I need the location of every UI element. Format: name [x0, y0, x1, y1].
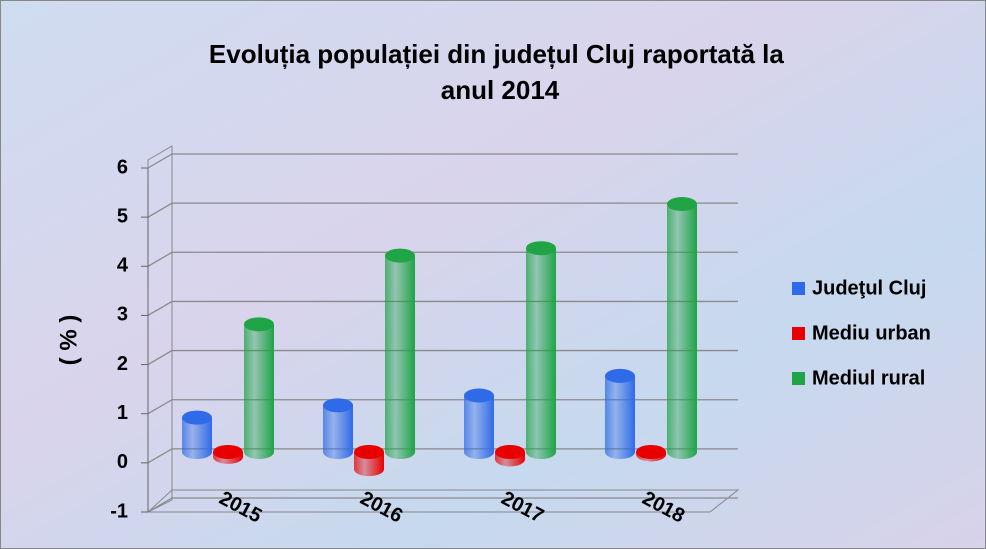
title-line: anul 2014	[441, 75, 560, 105]
bar-body	[667, 204, 697, 459]
legend-swatch	[792, 372, 805, 385]
bar-body	[323, 405, 353, 459]
bar	[244, 317, 274, 459]
y-tick-label: -1	[110, 500, 128, 522]
y-tick-label: 2	[117, 353, 128, 375]
bar-top	[244, 317, 274, 332]
y-tick-label: 5	[117, 205, 128, 227]
y-axis-label: ( % )	[55, 315, 82, 366]
bar-top	[323, 398, 353, 413]
legend-label: Mediul rural	[812, 367, 925, 389]
bar	[495, 445, 525, 467]
bar	[526, 241, 556, 459]
bar-top	[605, 368, 635, 383]
bar-body	[244, 324, 274, 459]
bar-body	[464, 395, 494, 459]
bar	[636, 445, 666, 462]
bar	[182, 410, 212, 459]
y-tick-label: 0	[117, 451, 128, 473]
bar-top	[667, 197, 697, 212]
bar-body	[182, 417, 212, 459]
bar	[354, 445, 384, 477]
floor	[146, 489, 740, 513]
y-tick-label: 6	[117, 156, 128, 178]
y-tick-label: 4	[117, 255, 129, 277]
bar	[605, 368, 635, 459]
legend-swatch	[792, 282, 805, 295]
y-tick-label: 1	[117, 402, 128, 424]
grid-line	[147, 153, 738, 169]
bar	[323, 398, 353, 459]
y-tick-label: 3	[117, 304, 128, 326]
bar	[464, 388, 494, 459]
bar-top	[213, 445, 243, 459]
bar-top	[495, 445, 525, 459]
bar-top	[385, 248, 415, 263]
bar-top	[182, 410, 212, 425]
bar-body	[385, 255, 415, 459]
bar-top	[526, 241, 556, 256]
bar-body	[605, 375, 635, 459]
bar	[667, 197, 697, 459]
grid-line	[147, 497, 738, 513]
bar	[385, 248, 415, 459]
grid-line	[147, 202, 738, 218]
bar-top	[636, 445, 666, 459]
bar	[213, 445, 243, 464]
chart-title: Evoluția populației din județul Cluj rap…	[209, 39, 791, 105]
title-line: Evoluția populației din județul Cluj rap…	[209, 39, 784, 69]
legend-label: Mediu urban	[812, 322, 931, 344]
bar-top	[464, 388, 494, 403]
bar-body	[526, 248, 556, 459]
bar-top	[354, 445, 384, 459]
legend-label: Judeţul Cluj	[812, 277, 926, 299]
legend-swatch	[792, 327, 805, 340]
